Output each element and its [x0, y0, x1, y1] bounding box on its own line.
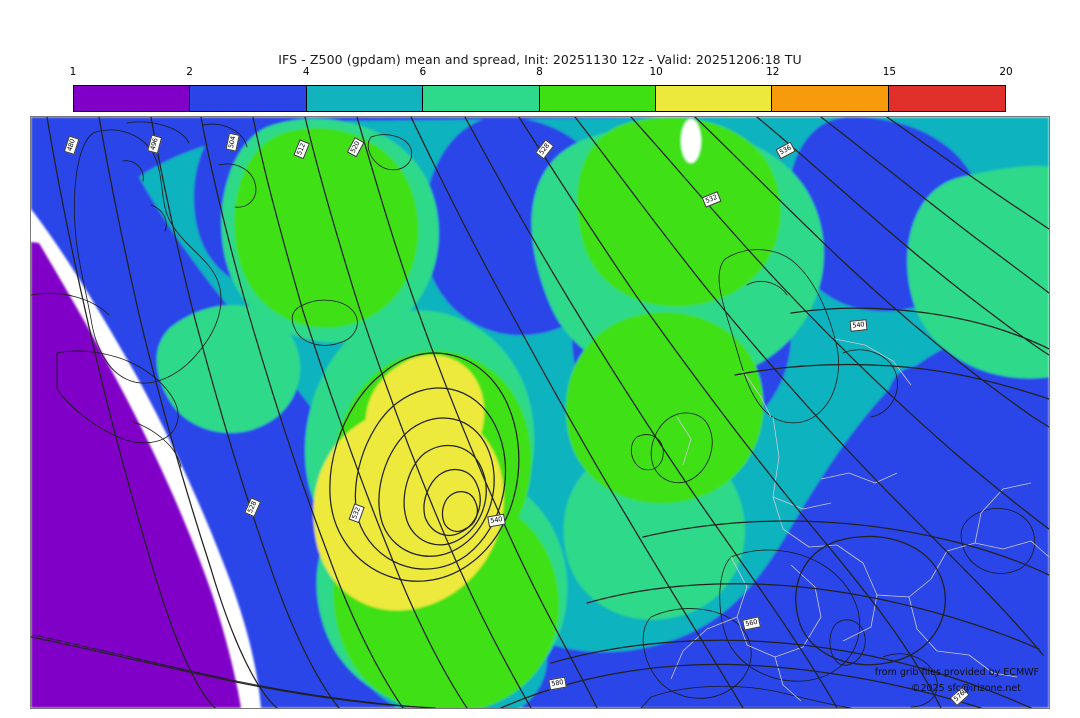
colorbar: 1 2 4 6 8 10 12 15 20 [70, 66, 1013, 112]
map-graphic [31, 117, 1049, 708]
colorbar-segment-6-8 [423, 86, 540, 111]
colorbar-segment-4-6 [306, 86, 424, 111]
colorbar-tick-6: 6 [419, 66, 427, 78]
colorbar-tick-1: 1 [69, 66, 77, 78]
map-panel[interactable]: 480 496 504 512 520 528 532 536 540 528 532 540 560 5… [30, 116, 1050, 709]
colorbar-swatches [73, 85, 1006, 112]
page-title: IFS - Z500 (gpdam) mean and spread, Init… [278, 52, 802, 67]
colorbar-tick-12: 12 [766, 66, 780, 78]
colorbar-tick-10: 10 [649, 66, 663, 78]
colorbar-tick-2: 2 [186, 66, 193, 78]
colorbar-segment-8-10 [539, 86, 656, 111]
colorbar-tick-4: 4 [302, 66, 310, 78]
colorbar-segment-10-12 [655, 86, 773, 111]
colorbar-tick-labels: 1 2 4 6 8 10 12 15 20 [69, 66, 1013, 82]
colorbar-tick-20: 20 [999, 66, 1013, 78]
contour-label-540-8: 540 [849, 319, 868, 332]
copyright-credit: ©2025 sfc@irizone.net [910, 683, 1021, 694]
data-source-credit: from grib files provided by ECMWF [874, 667, 1039, 678]
colorbar-segment-15-20 [888, 86, 1005, 111]
colorbar-tick-8: 8 [536, 66, 543, 78]
colorbar-segment-12-15 [772, 86, 889, 111]
colorbar-segment-1-2 [74, 86, 191, 111]
colorbar-tick-15: 15 [882, 66, 897, 78]
colorbar-segment-2-4 [190, 86, 307, 111]
